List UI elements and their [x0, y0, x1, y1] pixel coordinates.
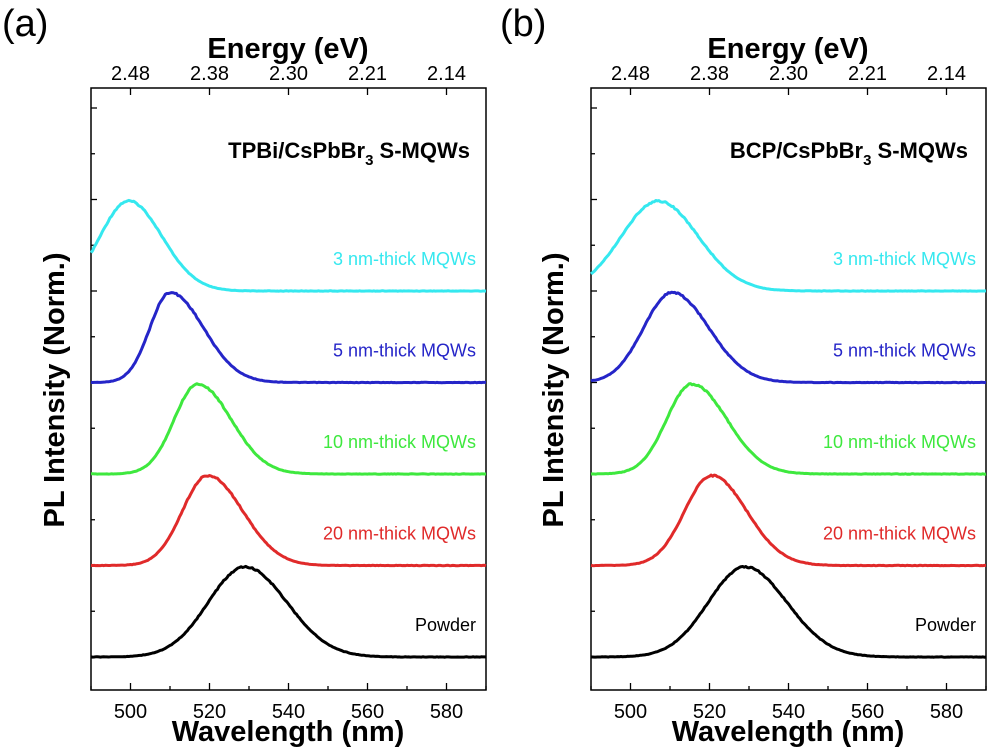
top-tick-label: 2.48 [611, 63, 650, 85]
series-line-5-nm-thick-mqws [90, 291, 486, 385]
panel-a-label: (a) [2, 3, 48, 45]
x-tick-label: 540 [272, 701, 305, 723]
panel-a-x-axis-title: Wavelength (nm) [172, 716, 405, 748]
x-tick-label: 500 [114, 701, 147, 723]
series-line-10-nm-thick-mqws [590, 382, 987, 476]
series-line-20-nm-thick-mqws [590, 473, 986, 568]
series-label: Powder [415, 615, 476, 635]
panel-a-title-main: TPBi/CsPbBr [228, 138, 365, 163]
panel-a-title: TPBi/CsPbBr3 S-MQWs [228, 138, 470, 169]
top-tick-label: 2.38 [690, 63, 729, 85]
x-tick-label: 560 [351, 701, 384, 723]
series-label: 10 nm-thick MQWs [323, 432, 476, 452]
series-label: Powder [915, 615, 976, 635]
panel-a: (a) Energy (eV) Wavelength (nm) PL Inten… [2, 3, 487, 748]
series-line-3-nm-thick-mqws [590, 199, 987, 293]
series-line-powder [591, 565, 987, 659]
series-label: 3 nm-thick MQWs [833, 249, 976, 269]
top-tick-label: 2.30 [769, 63, 808, 85]
panel-b-top-axis-title: Energy (eV) [707, 33, 868, 65]
x-tick-label: 580 [930, 701, 963, 723]
x-tick-label: 520 [193, 701, 226, 723]
panel-a-y-axis-title: PL Intensity (Norm.) [39, 253, 71, 528]
panel-a-plot-area: 500 520 540 560 580 2.48 2.38 2.30 2.21 2.14 3 nm-… [89, 63, 487, 723]
top-tick-label: 2.21 [348, 63, 387, 85]
panel-b-title: BCP/CsPbBr3 S-MQWs [730, 138, 968, 169]
series-line-powder [90, 564, 487, 659]
top-tick-label: 2.14 [927, 63, 966, 85]
panel-b: (b) Energy (eV) Wavelength (nm) PL Inten… [500, 3, 987, 748]
x-tick-label: 540 [772, 701, 805, 723]
top-tick-label: 2.30 [269, 63, 308, 85]
series-label: 20 nm-thick MQWs [323, 524, 476, 544]
panel-a-top-axis-title: Energy (eV) [207, 33, 368, 65]
x-tick-label: 560 [851, 701, 884, 723]
series-line-3-nm-thick-mqws [89, 198, 487, 293]
top-tick-label: 2.48 [111, 63, 150, 85]
series-line-20-nm-thick-mqws [90, 474, 487, 568]
top-tick-label: 2.21 [848, 63, 887, 85]
panel-b-plot-frame [590, 87, 987, 691]
panel-b-label: (b) [500, 3, 546, 45]
series-line-10-nm-thick-mqws [91, 382, 486, 476]
panel-b-title-subscript: 3 [863, 152, 871, 169]
panel-b-plot-area: 500 520 540 560 580 2.48 2.38 2.30 2.21 2.14 3 nm-… [590, 63, 987, 723]
panel-b-x-axis-title: Wavelength (nm) [672, 716, 905, 748]
series-line-5-nm-thick-mqws [590, 290, 987, 385]
series-label: 3 nm-thick MQWs [333, 249, 476, 269]
x-tick-label: 580 [430, 701, 463, 723]
top-tick-label: 2.38 [190, 63, 229, 85]
series-label: 5 nm-thick MQWs [833, 341, 976, 361]
panel-a-title-subscript: 3 [365, 152, 373, 169]
x-tick-label: 520 [693, 701, 726, 723]
x-tick-label: 500 [614, 701, 647, 723]
panel-a-title-suffix: S-MQWs [373, 138, 470, 163]
top-tick-label: 2.14 [427, 63, 466, 85]
panel-b-title-suffix: S-MQWs [871, 138, 968, 163]
panel-b-title-main: BCP/CsPbBr [730, 138, 864, 163]
panel-a-plot-frame [90, 87, 487, 691]
panel-b-y-axis-title: PL Intensity (Norm.) [538, 253, 570, 528]
series-label: 20 nm-thick MQWs [823, 524, 976, 544]
series-label: 10 nm-thick MQWs [823, 432, 976, 452]
series-label: 5 nm-thick MQWs [333, 341, 476, 361]
